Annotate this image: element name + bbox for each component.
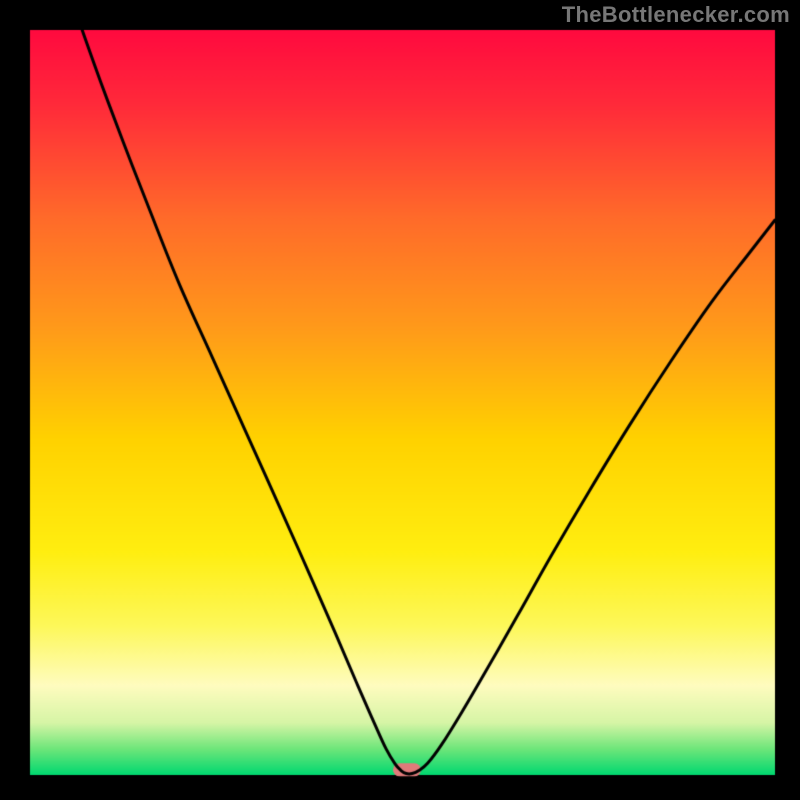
bottleneck-chart <box>0 0 800 800</box>
watermark-label: TheBottlenecker.com <box>562 2 790 28</box>
